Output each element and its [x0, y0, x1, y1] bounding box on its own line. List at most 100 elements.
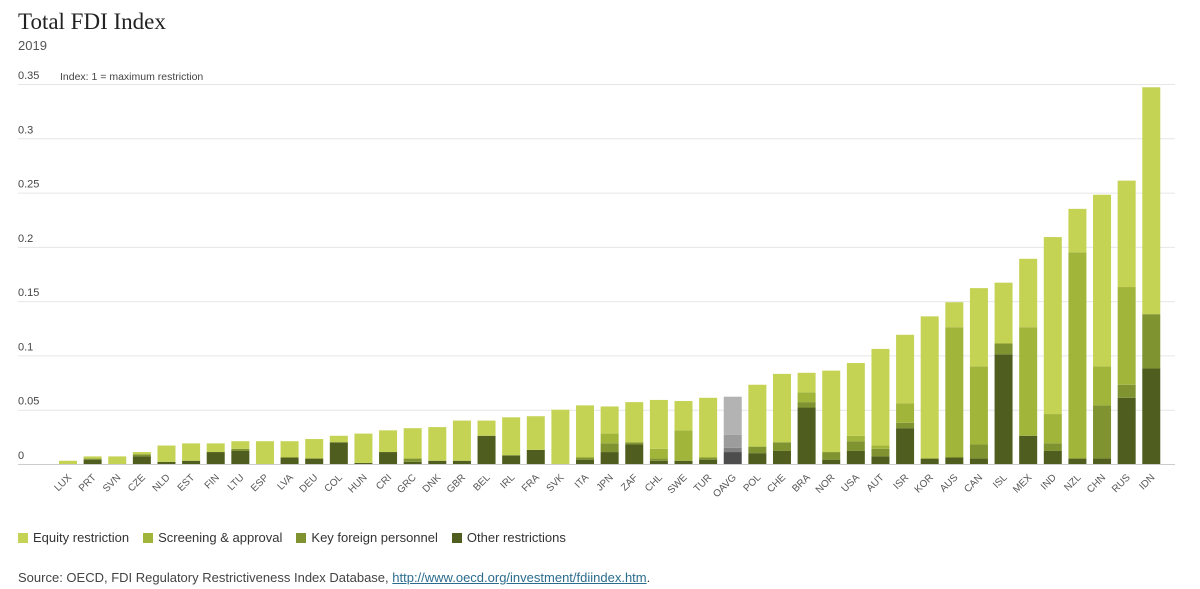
bar-segment — [502, 417, 521, 456]
bar-segment — [649, 458, 668, 461]
x-tick-label: DEU — [298, 472, 321, 495]
y-tick-label: 0.05 — [18, 396, 39, 408]
bar-segment — [157, 445, 176, 462]
y-tick-label: 0.3 — [18, 124, 33, 136]
legend-label: Key foreign personnel — [311, 530, 438, 545]
bar-segment — [674, 430, 693, 461]
bar-segment — [1142, 87, 1161, 315]
bar-segment — [526, 449, 545, 464]
x-tick-label: BEL — [472, 472, 493, 493]
bar-segment — [403, 458, 422, 462]
bar-segment — [280, 441, 299, 458]
bar-segment — [625, 444, 644, 464]
bar-segment — [1019, 435, 1038, 464]
bar-segment — [1019, 258, 1038, 328]
bars — [59, 87, 1161, 464]
bar-segment — [354, 433, 373, 463]
x-tick-label: CAN — [962, 472, 985, 495]
bar-segment — [1043, 414, 1062, 444]
bar-segment — [625, 442, 644, 445]
x-tick-label: MEX — [1011, 472, 1034, 495]
y-tick-label: 0.35 — [18, 70, 39, 82]
y-tick-label: 0.1 — [18, 341, 33, 353]
x-tick-label: IDN — [1137, 472, 1157, 492]
x-tick-label: ZAF — [619, 472, 640, 493]
x-tick-label: KOR — [913, 472, 936, 495]
bar-segment — [231, 441, 250, 449]
x-tick-label: JPN — [595, 472, 616, 493]
x-tick-label: ISL — [991, 472, 1010, 491]
x-tick-label: PRT — [77, 472, 99, 494]
bar-segment — [576, 459, 595, 464]
bar-segment — [428, 427, 447, 461]
x-tick-label: POL — [742, 472, 764, 494]
bar-segment — [846, 450, 865, 464]
bar-segment — [649, 448, 668, 459]
bar-segment — [132, 452, 151, 455]
legend-label: Equity restriction — [33, 530, 130, 545]
x-tick-label: CHN — [1085, 472, 1108, 495]
bar-segment — [1093, 405, 1112, 459]
x-tick-label: SVN — [101, 472, 123, 494]
chart-annotation: Index: 1 = maximum restriction — [60, 71, 203, 83]
x-tick-label: RUS — [1110, 472, 1133, 495]
legend-item[interactable]: Screening & approval — [143, 530, 282, 545]
source-link[interactable]: http://www.oecd.org/investment/fdiindex.… — [392, 570, 647, 585]
x-tick-label: EST — [176, 472, 198, 494]
bar-segment — [994, 354, 1013, 464]
bar-segment — [945, 457, 964, 464]
bar-segment — [896, 334, 915, 404]
y-tick-label: 0.2 — [18, 233, 33, 245]
bar-segment — [1093, 458, 1112, 464]
legend-item[interactable]: Equity restriction — [18, 530, 129, 545]
x-tick-label: COL — [323, 472, 346, 495]
bar-segment — [305, 458, 324, 464]
bar-segment — [600, 433, 619, 444]
bar-segment — [477, 435, 496, 464]
bar-segment — [1142, 368, 1161, 464]
bar-segment — [1019, 327, 1038, 436]
bar-segment — [108, 456, 127, 464]
legend-item[interactable]: Key foreign personnel — [296, 530, 438, 545]
bar-segment — [969, 366, 988, 445]
bar-segment — [1117, 397, 1136, 464]
bar-segment — [1068, 208, 1087, 253]
bar-segment — [699, 459, 718, 464]
x-tick-label: AUT — [865, 472, 887, 494]
bar-segment — [822, 370, 841, 453]
bar-segment — [329, 435, 348, 443]
legend-item[interactable]: Other restrictions — [451, 530, 566, 545]
x-tick-label: SVK — [545, 472, 567, 494]
bar-segment — [896, 403, 915, 423]
bar-segment — [280, 457, 299, 464]
bar-segment — [132, 454, 151, 457]
bar-segment — [329, 442, 348, 464]
bar-segment — [83, 459, 102, 464]
bar-segment — [206, 443, 225, 453]
bar-segment — [797, 372, 816, 393]
bar-segment — [1117, 287, 1136, 385]
bar-segment — [576, 405, 595, 458]
bar-segment — [846, 363, 865, 436]
source-prefix: Source: OECD, FDI Regulatory Restrictive… — [18, 570, 393, 585]
y-tick-label: 0.15 — [18, 287, 39, 299]
legend-swatch — [143, 532, 154, 543]
bar-segment — [428, 460, 447, 464]
x-tick-label: IRL — [498, 472, 517, 491]
bar-segment — [896, 428, 915, 464]
bar-segment — [551, 409, 570, 464]
bar-segment — [723, 396, 742, 435]
bar-segment — [674, 401, 693, 431]
bar-segment — [625, 402, 644, 443]
bar-segment — [379, 452, 398, 464]
bar-segment — [403, 461, 422, 464]
bar-segment — [354, 462, 373, 464]
y-tick-label: 0 — [18, 450, 24, 462]
bar-segment — [1117, 180, 1136, 288]
chart-subtitle: 2019 — [18, 38, 47, 53]
bar-segment — [846, 435, 865, 442]
bar-segment — [945, 302, 964, 328]
bar-segment — [723, 452, 742, 464]
bar-segment — [1093, 366, 1112, 406]
stacked-bar-chart: 0 0.05 0.1 0.15 0.2 0.25 0.3 0.35 Index: 1 = ma… — [18, 70, 1175, 500]
